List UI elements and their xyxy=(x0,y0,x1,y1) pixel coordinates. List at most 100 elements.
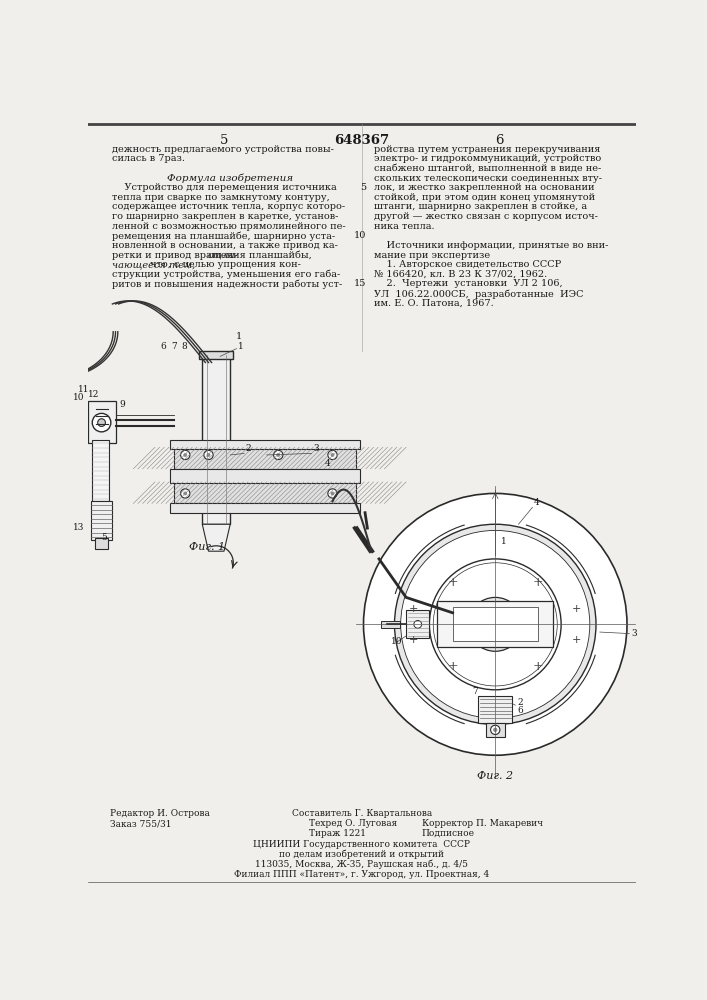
Text: Тираж 1221: Тираж 1221 xyxy=(309,829,366,838)
Text: +: + xyxy=(409,635,419,645)
Text: УЛ  106.22.000СБ,  разработанные  ИЭС: УЛ 106.22.000СБ, разработанные ИЭС xyxy=(373,289,583,299)
Bar xyxy=(406,610,429,638)
Text: +: + xyxy=(448,660,458,673)
Text: +: + xyxy=(448,576,458,588)
Text: Редактор И. Острова: Редактор И. Острова xyxy=(110,809,210,818)
Text: 648367: 648367 xyxy=(334,134,390,147)
Text: струкции устройства, уменьшения его габа-: струкции устройства, уменьшения его габа… xyxy=(112,270,340,279)
Text: Фиг. 2: Фиг. 2 xyxy=(477,771,513,781)
Circle shape xyxy=(474,604,516,645)
Text: 7: 7 xyxy=(171,342,177,351)
Bar xyxy=(452,607,538,641)
Circle shape xyxy=(276,453,280,456)
Text: 6: 6 xyxy=(160,342,166,351)
Circle shape xyxy=(331,453,334,456)
Text: 11: 11 xyxy=(78,385,90,394)
Text: 3: 3 xyxy=(313,444,319,453)
Text: стойкой, при этом один конец упомянутой: стойкой, при этом один конец упомянутой xyxy=(373,193,595,202)
Text: Заказ 755/31: Заказ 755/31 xyxy=(110,819,172,828)
Circle shape xyxy=(433,563,557,686)
Text: 10: 10 xyxy=(73,393,84,402)
Text: ЦНИИПИ Государственного комитета  СССР: ЦНИИПИ Государственного комитета СССР xyxy=(253,840,470,849)
Text: скольких телескопически соединенных вту-: скольких телескопически соединенных вту- xyxy=(373,174,602,183)
Text: 4: 4 xyxy=(534,498,539,507)
Circle shape xyxy=(98,419,105,426)
Text: +: + xyxy=(532,576,543,588)
Bar xyxy=(174,447,356,469)
Bar xyxy=(95,538,107,549)
Text: новленной в основании, а также привод ка-: новленной в основании, а также привод ка… xyxy=(112,241,337,250)
Bar xyxy=(174,482,356,503)
Text: ретки и привод вращения планшайбы,: ретки и привод вращения планшайбы, xyxy=(112,251,315,260)
Text: +: + xyxy=(572,635,581,645)
Text: содержащее источник тепла, корпус которо-: содержащее источник тепла, корпус которо… xyxy=(112,202,345,211)
Text: +: + xyxy=(572,604,581,614)
Text: Филиал ППП «Патент», г. Ужгород, ул. Проектная, 4: Филиал ППП «Патент», г. Ужгород, ул. Про… xyxy=(234,870,489,879)
Circle shape xyxy=(395,524,596,724)
Text: № 166420, кл. В 23 К 37/02, 1962.: № 166420, кл. В 23 К 37/02, 1962. xyxy=(373,270,547,279)
Bar xyxy=(170,469,360,483)
Text: 12: 12 xyxy=(88,390,100,399)
Text: силась в 7раз.: силась в 7раз. xyxy=(112,154,185,163)
Bar xyxy=(92,440,110,501)
Text: Устройство для перемещения источника: Устройство для перемещения источника xyxy=(112,183,337,192)
Text: 5: 5 xyxy=(220,134,228,147)
Circle shape xyxy=(204,450,213,460)
Text: Формула изобретения: Формула изобретения xyxy=(167,174,293,183)
Bar xyxy=(170,440,360,449)
Bar xyxy=(380,620,400,628)
Text: Фиг. 1: Фиг. 1 xyxy=(189,542,226,552)
Text: +: + xyxy=(409,604,419,614)
Text: 5: 5 xyxy=(360,183,366,192)
Circle shape xyxy=(401,530,590,718)
Text: 10: 10 xyxy=(391,637,402,646)
Text: 9: 9 xyxy=(119,400,125,409)
Text: дежность предлагаемого устройства повы-: дежность предлагаемого устройства повы- xyxy=(112,145,334,154)
Text: 2: 2 xyxy=(246,444,251,453)
Text: 8: 8 xyxy=(182,342,187,351)
Bar xyxy=(202,355,230,524)
Text: +: + xyxy=(532,660,543,673)
Circle shape xyxy=(363,493,627,755)
Circle shape xyxy=(331,492,334,495)
Text: ремещения на планшайбе, шарнирно уста-: ремещения на планшайбе, шарнирно уста- xyxy=(112,231,334,241)
Text: Техред О. Луговая: Техред О. Луговая xyxy=(309,819,397,828)
Text: Составитель Г. Квартальнова: Составитель Г. Квартальнова xyxy=(292,809,432,818)
Text: 1. Авторское свидетельство СССР: 1. Авторское свидетельство СССР xyxy=(373,260,561,269)
Text: электро- и гидрокоммуникаций, устройство: электро- и гидрокоммуникаций, устройство xyxy=(373,154,601,163)
Circle shape xyxy=(489,618,501,631)
Text: 13: 13 xyxy=(73,523,84,532)
Text: Корректор П. Макаревич: Корректор П. Макаревич xyxy=(421,819,543,828)
Text: 1: 1 xyxy=(235,332,242,341)
Circle shape xyxy=(414,620,421,628)
Text: 10: 10 xyxy=(354,231,366,240)
Text: 7: 7 xyxy=(472,687,478,696)
Circle shape xyxy=(207,453,210,456)
Text: Источники информации, принятые во вни-: Источники информации, принятые во вни- xyxy=(373,241,608,250)
Text: го шарнирно закреплен в каретке, установ-: го шарнирно закреплен в каретке, установ… xyxy=(112,212,338,221)
Text: 4: 4 xyxy=(325,460,330,468)
Text: ленной с возможностью прямолинейного пе-: ленной с возможностью прямолинейного пе- xyxy=(112,222,345,231)
Circle shape xyxy=(274,450,283,460)
Text: ритов и повышения надежности работы уст-: ритов и повышения надежности работы уст- xyxy=(112,279,342,289)
Text: ника тепла.: ника тепла. xyxy=(373,222,434,231)
Bar xyxy=(486,723,505,737)
Circle shape xyxy=(180,450,190,460)
Circle shape xyxy=(92,413,111,432)
Bar xyxy=(437,601,554,647)
Text: тепла при сварке по замкнутому контуру,: тепла при сварке по замкнутому контуру, xyxy=(112,193,329,202)
Text: 15: 15 xyxy=(354,279,366,288)
Circle shape xyxy=(429,559,561,690)
Text: 2: 2 xyxy=(517,698,522,707)
Bar xyxy=(170,503,360,513)
Text: 113035, Москва, Ж-35, Раушская наб., д. 4/5: 113035, Москва, Ж-35, Раушская наб., д. … xyxy=(255,860,469,869)
Bar xyxy=(199,351,233,359)
Polygon shape xyxy=(202,524,230,551)
Text: что, с целью упрощения кон-: что, с целью упрощения кон- xyxy=(147,260,301,269)
Text: им. Е. О. Патона, 1967.: им. Е. О. Патона, 1967. xyxy=(373,299,493,308)
Text: 5: 5 xyxy=(101,533,107,542)
Text: 6: 6 xyxy=(517,706,522,715)
Text: отли-: отли- xyxy=(207,251,238,260)
Text: чающееся тем,: чающееся тем, xyxy=(112,260,195,269)
Bar xyxy=(88,401,115,443)
